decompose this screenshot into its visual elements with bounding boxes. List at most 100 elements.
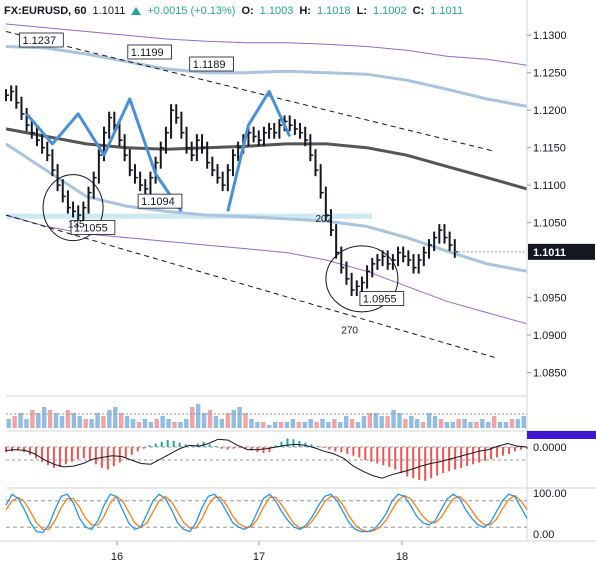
- volume-bar: [154, 419, 159, 428]
- volume-bar: [480, 419, 485, 428]
- angle-label: 135: [68, 220, 85, 231]
- stoch-d-line: [5, 494, 528, 533]
- macd-tick-label: 0.0000: [533, 442, 567, 454]
- price-change: +0.0015 (+0.13%): [147, 5, 236, 17]
- price-annotation-label: 1.1237: [22, 35, 56, 47]
- volume-bar: [225, 413, 230, 428]
- volume-bar: [89, 419, 94, 428]
- outer-upper-line: [5, 23, 528, 66]
- volume-bar: [296, 422, 302, 428]
- price-annotation-box: [127, 44, 173, 60]
- high-value: 1.1018: [316, 5, 351, 17]
- volume-bar: [272, 422, 278, 428]
- volume-bar: [160, 416, 165, 428]
- volume-bar: [83, 419, 88, 428]
- volume-bar: [456, 419, 461, 428]
- last-price: 1.1011: [92, 5, 126, 17]
- macd-signal-line: [5, 438, 528, 479]
- volume-bar: [178, 422, 183, 428]
- price-annotation-label: 1.1189: [193, 59, 226, 71]
- volume-bar: [42, 407, 47, 428]
- volume-bar: [426, 413, 432, 428]
- volume-bar: [397, 413, 402, 428]
- volume-bar: [338, 422, 343, 428]
- time-tick-label: 17: [253, 551, 265, 563]
- low-value: 1.1002: [372, 5, 407, 17]
- stoch-k-line: [5, 493, 528, 534]
- price-pane[interactable]: [6, 24, 527, 395]
- volume-bar: [385, 416, 390, 428]
- low-label: L:: [356, 5, 367, 17]
- open-label: O:: [241, 5, 254, 17]
- volume-bar: [278, 422, 284, 428]
- open-value: 1.1003: [259, 5, 294, 17]
- time-tick-label: 18: [396, 551, 408, 563]
- volume-bar: [219, 419, 225, 428]
- last-price-tick: 1.1011: [533, 247, 566, 259]
- volume-bar: [343, 416, 349, 428]
- low-circle-2: [325, 245, 399, 313]
- price-annotation-box: [359, 291, 405, 306]
- price-annotation-box: [19, 32, 64, 48]
- volume-bar: [166, 419, 171, 428]
- close-label: C:: [412, 5, 425, 17]
- volume-bar: [184, 419, 189, 428]
- price-tick-label: 1.1150: [533, 143, 566, 155]
- band-upper-line: [5, 45, 528, 108]
- highlight-zone: [6, 213, 372, 219]
- stoch-tick-label: 0.00: [533, 529, 554, 541]
- chart-header: FX:EURUSD, 60 1.1011 +0.0015 (+0.13%) O:…: [0, 0, 596, 22]
- price-tick-label: 1.0950: [533, 293, 567, 305]
- volume-bar: [420, 422, 426, 428]
- angle-label: 270: [341, 326, 358, 337]
- volume-bar: [12, 416, 17, 428]
- volume-bar: [267, 425, 272, 428]
- volume-bar: [101, 416, 106, 428]
- volume-bar: [261, 422, 266, 428]
- price-axis: [527, 24, 596, 395]
- volume-bar: [30, 410, 35, 428]
- volume-bar: [71, 413, 77, 428]
- volume-bar: [24, 419, 29, 428]
- volume-bar: [113, 407, 118, 428]
- volume-bar: [314, 422, 319, 428]
- close-value: 1.1011: [430, 5, 464, 17]
- volume-bar: [491, 416, 497, 428]
- volume-bar: [237, 407, 242, 428]
- volume-bar: [65, 410, 71, 428]
- price-tick-label: 1.0850: [533, 368, 567, 380]
- volume-bar: [355, 422, 361, 428]
- volume-bar: [462, 419, 467, 428]
- symbol-label[interactable]: FX:EURUSD, 60: [4, 5, 87, 17]
- volume-bar: [349, 419, 355, 428]
- up-arrow-icon: [131, 7, 142, 15]
- stoch-tick-label: 100.00: [533, 488, 567, 500]
- volume-bar: [243, 413, 248, 428]
- volume-bar: [486, 422, 491, 428]
- price-annotation-label: 1.0955: [363, 294, 397, 306]
- angle-label: 202: [316, 214, 333, 225]
- volume-bar: [148, 422, 154, 428]
- price-tick-label: 1.1050: [533, 218, 567, 230]
- volume-bar: [130, 419, 136, 428]
- volume-bar: [77, 416, 82, 428]
- volume-bar: [332, 419, 337, 428]
- channel-top-line: [5, 31, 496, 152]
- volume-bar: [497, 422, 503, 428]
- volume-bar: [6, 419, 11, 428]
- volume-bar: [36, 413, 41, 428]
- volume-bar: [521, 416, 526, 428]
- last-price-badge: [528, 243, 595, 260]
- high-label: H:: [299, 5, 311, 17]
- channel-bottom-line: [5, 214, 496, 359]
- volume-bar: [255, 422, 260, 428]
- volume-bar: [468, 422, 473, 428]
- volume-bar: [361, 416, 367, 428]
- volume-bar: [118, 413, 124, 428]
- volume-bar: [450, 422, 455, 428]
- volume-bar: [326, 422, 331, 428]
- volume-bar: [415, 419, 420, 428]
- price-annotation-box: [70, 219, 116, 235]
- time-tick-label: 16: [111, 551, 123, 563]
